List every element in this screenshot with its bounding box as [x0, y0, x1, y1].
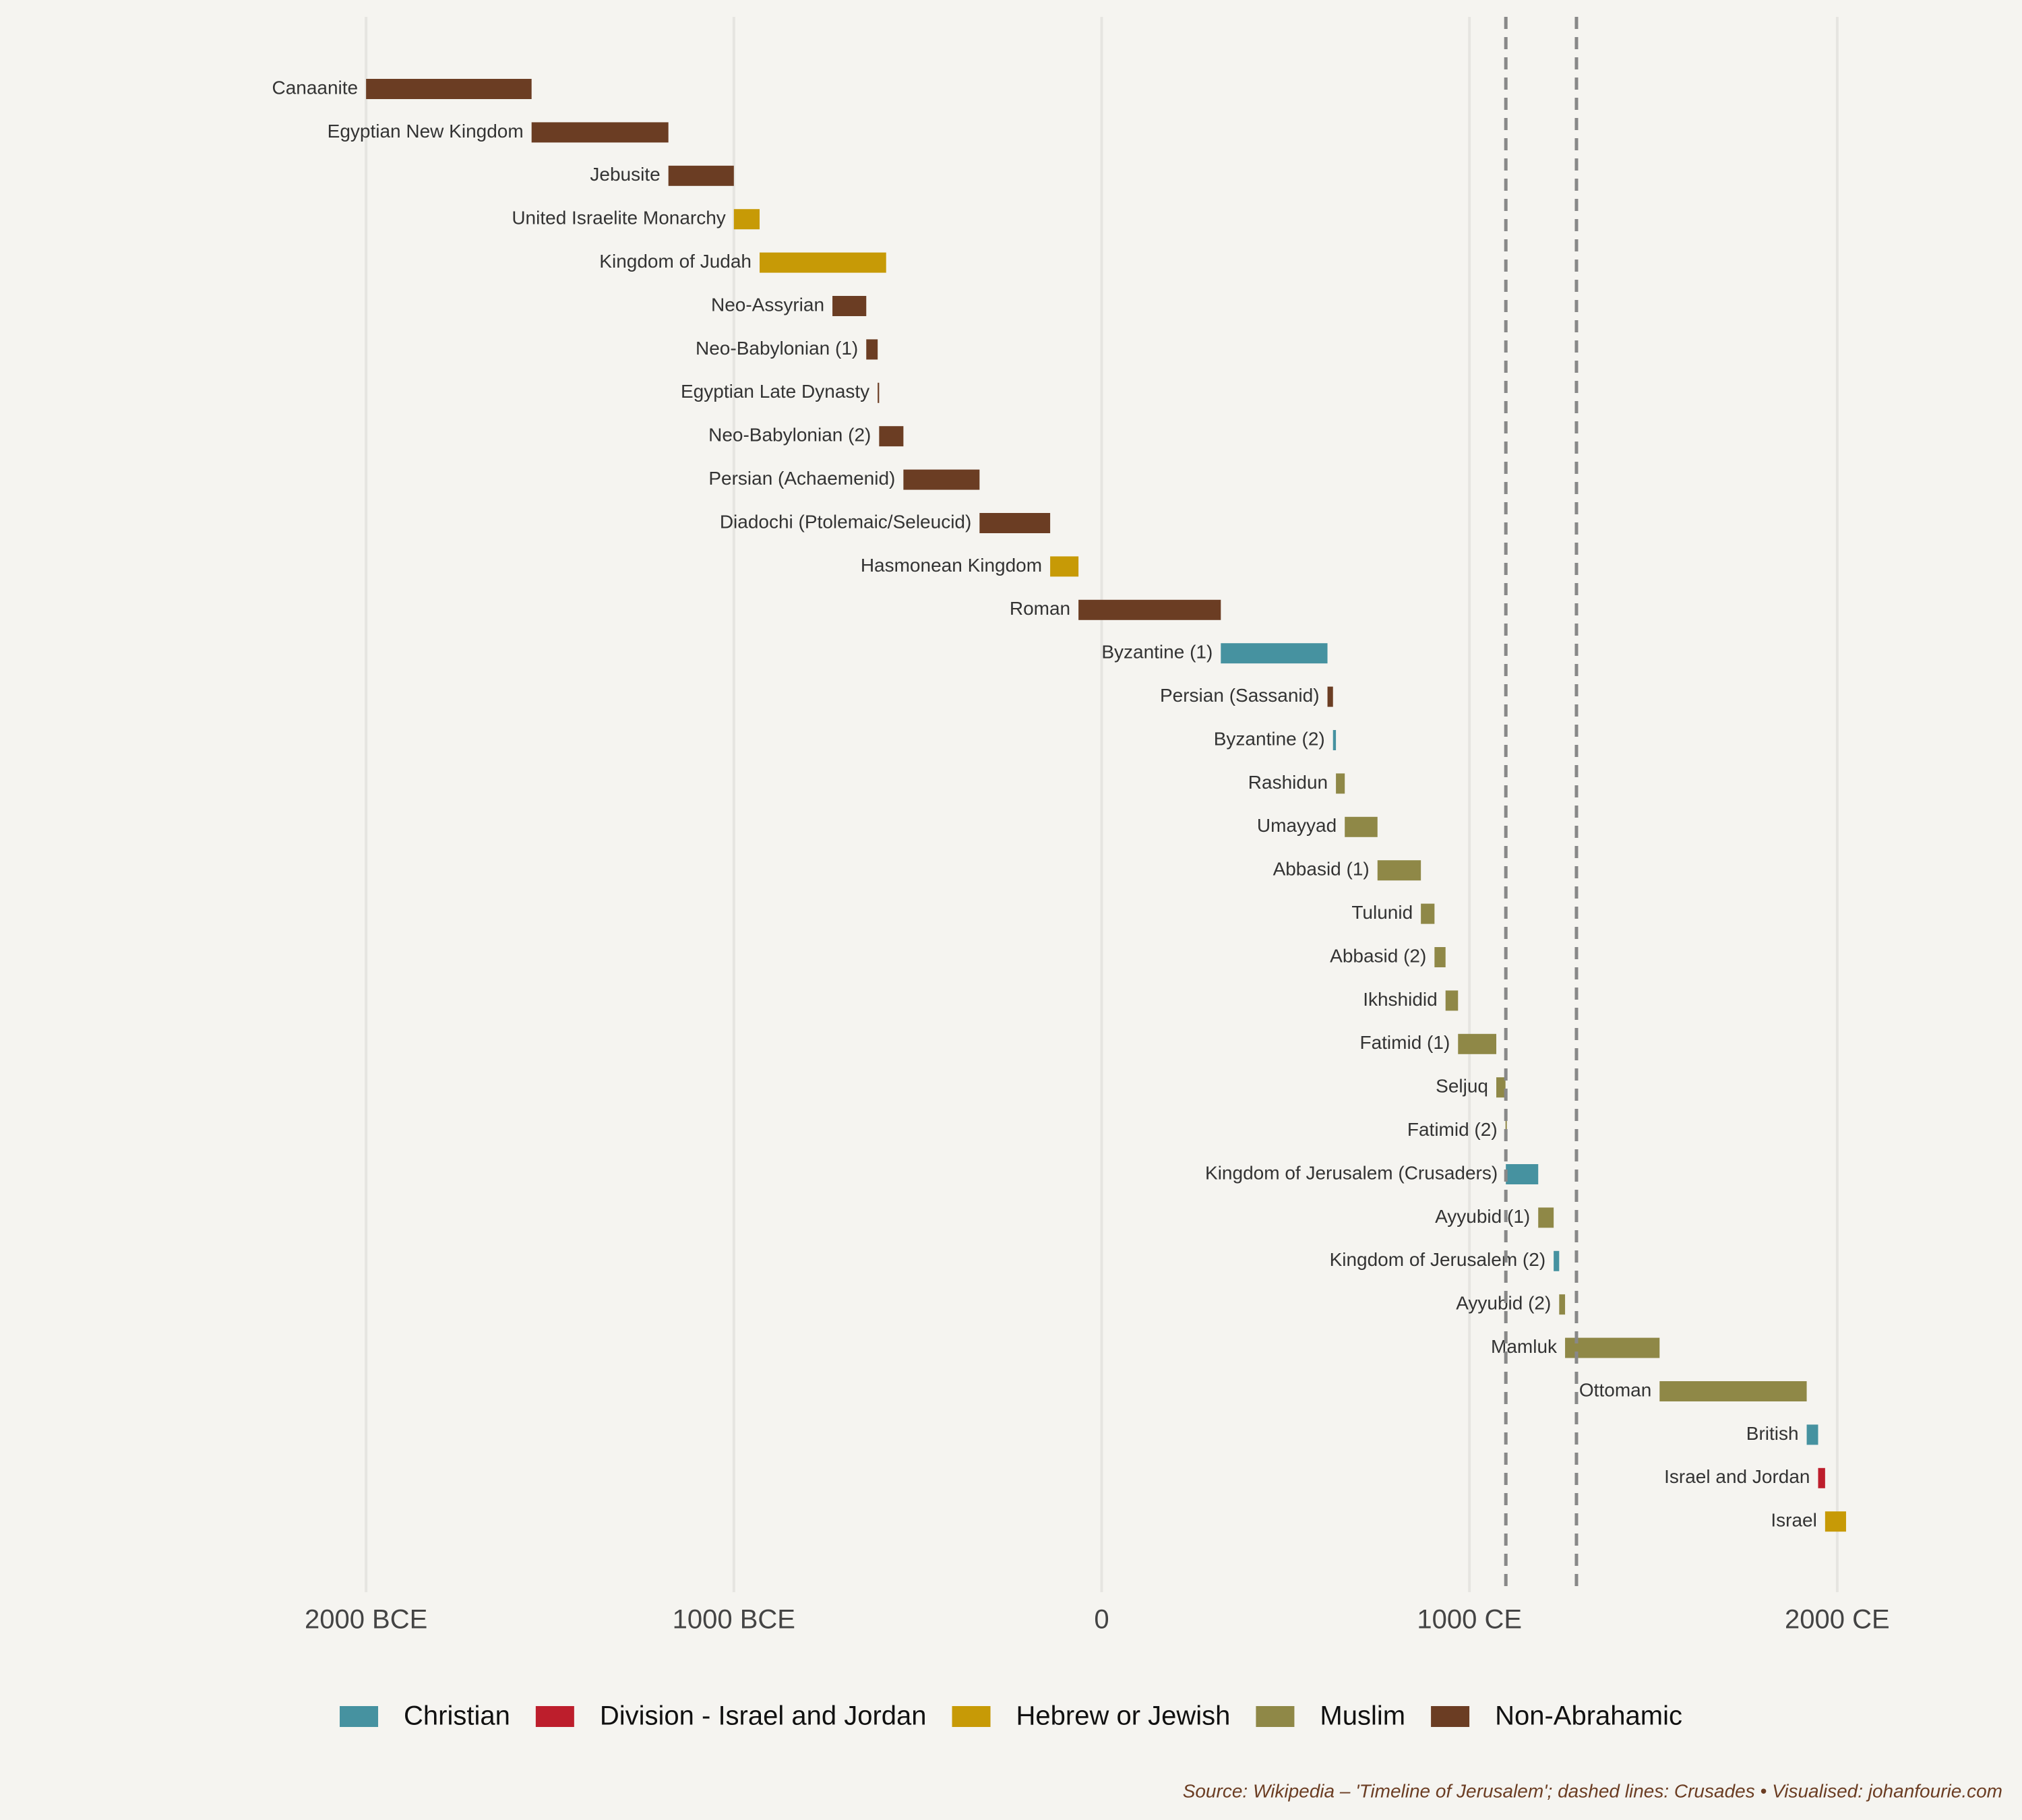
bar-label: Fatimid (1)	[1359, 1032, 1450, 1053]
bar	[1336, 773, 1345, 794]
bar-label: Jebusite	[590, 164, 660, 185]
bar	[760, 252, 886, 273]
bar	[1659, 1381, 1807, 1401]
bar-label: Neo-Babylonian (1)	[696, 338, 858, 359]
bar-label: Hasmonean Kingdom	[861, 555, 1042, 576]
bar	[1818, 1467, 1825, 1488]
bar	[1825, 1511, 1846, 1532]
bar-label: Ayyubid (2)	[1456, 1293, 1551, 1314]
bar-label: Umayyad	[1257, 815, 1337, 836]
bar	[1377, 860, 1421, 881]
bar	[1327, 686, 1333, 707]
bar	[1458, 1033, 1497, 1054]
legend-label: Hebrew or Jewish	[1016, 1701, 1231, 1731]
bar	[531, 122, 669, 143]
bar	[1506, 1164, 1539, 1184]
bars: Canaanite Egyptian New Kingdom Jebusite Uni…	[272, 77, 1846, 1532]
bar-label: Ottoman	[1579, 1379, 1651, 1400]
bar-label: Tulunid	[1351, 902, 1413, 923]
bar	[668, 165, 734, 186]
bar	[979, 513, 1051, 533]
legend-swatch	[1256, 1706, 1295, 1727]
bar	[1554, 1250, 1560, 1271]
bar	[879, 426, 904, 447]
bar-label: Ikhshidid	[1363, 989, 1438, 1010]
bar-label: Persian (Sassanid)	[1160, 685, 1320, 706]
bar-label: Israel	[1771, 1510, 1816, 1531]
legend-swatch	[340, 1706, 379, 1727]
bar-label: Ayyubid (1)	[1435, 1206, 1530, 1227]
bar	[1496, 1077, 1506, 1098]
bar-label: Neo-Babylonian (2)	[708, 425, 871, 446]
bar	[1345, 816, 1378, 837]
bar-label: Abbasid (1)	[1273, 859, 1370, 880]
bar	[903, 469, 980, 490]
bar	[1806, 1424, 1818, 1445]
bar	[1421, 903, 1435, 924]
legend-label: Non-Abrahamic	[1495, 1701, 1682, 1731]
bar	[1565, 1337, 1660, 1358]
bar	[878, 382, 880, 403]
bar	[832, 296, 867, 316]
bar-label: Kingdom of Jerusalem (Crusaders)	[1205, 1162, 1498, 1183]
bar-label: Kingdom of Jerusalem (2)	[1330, 1249, 1546, 1270]
bar-label: Kingdom of Judah	[599, 251, 752, 272]
legend: Christian Division - Israel and Jordan Heb…	[340, 1701, 1682, 1731]
bar	[1445, 990, 1459, 1011]
bar	[1050, 556, 1079, 577]
x-tick-label: 0	[1094, 1605, 1109, 1635]
bar-label: Egyptian New Kingdom	[328, 121, 524, 142]
bar	[1221, 643, 1328, 664]
legend-label: Division - Israel and Jordan	[600, 1701, 927, 1731]
bar-label: Persian (Achaemenid)	[708, 468, 895, 489]
bar-label: Neo-Assyrian	[711, 294, 824, 315]
x-tick-label: 2000 BCE	[305, 1605, 427, 1635]
bar-label: Egyptian Late Dynasty	[681, 381, 869, 402]
bar	[866, 339, 878, 360]
bar-label: Byzantine (1)	[1101, 642, 1213, 663]
legend-swatch	[535, 1706, 574, 1727]
bar-label: Canaanite	[272, 77, 358, 98]
bar	[1332, 730, 1337, 750]
bar	[1434, 947, 1446, 967]
legend-swatch	[952, 1706, 991, 1727]
bar-label: Abbasid (2)	[1330, 945, 1426, 966]
bar	[733, 209, 760, 230]
grid: 2000 BCE 1000 BCE 0 1000 CE 2000 CE	[305, 17, 1890, 1635]
bar-label: Diadochi (Ptolemaic/Seleucid)	[720, 511, 972, 532]
source-note: Source: Wikipedia – 'Timeline of Jerusal…	[1183, 1780, 2002, 1801]
bar-label: Mamluk	[1491, 1336, 1558, 1357]
bar-label: Seljuq	[1436, 1076, 1488, 1097]
bar	[366, 79, 532, 99]
bar-label: Rashidun	[1248, 772, 1328, 793]
bar	[1538, 1207, 1554, 1228]
bar	[1559, 1294, 1566, 1315]
bar-label: British	[1746, 1423, 1799, 1444]
bar-label: United Israelite Monarchy	[512, 208, 725, 229]
x-tick-label: 1000 CE	[1417, 1605, 1522, 1635]
bar	[1078, 599, 1221, 620]
x-tick-label: 1000 BCE	[673, 1605, 795, 1635]
bar-label: Byzantine (2)	[1214, 728, 1325, 749]
x-tick-label: 2000 CE	[1785, 1605, 1890, 1635]
bar-label: Israel and Jordan	[1664, 1466, 1810, 1487]
bar-label: Fatimid (2)	[1407, 1119, 1498, 1140]
legend-label: Christian	[404, 1701, 510, 1731]
legend-swatch	[1431, 1706, 1470, 1727]
bar-label: Roman	[1010, 598, 1070, 619]
legend-label: Muslim	[1320, 1701, 1405, 1731]
